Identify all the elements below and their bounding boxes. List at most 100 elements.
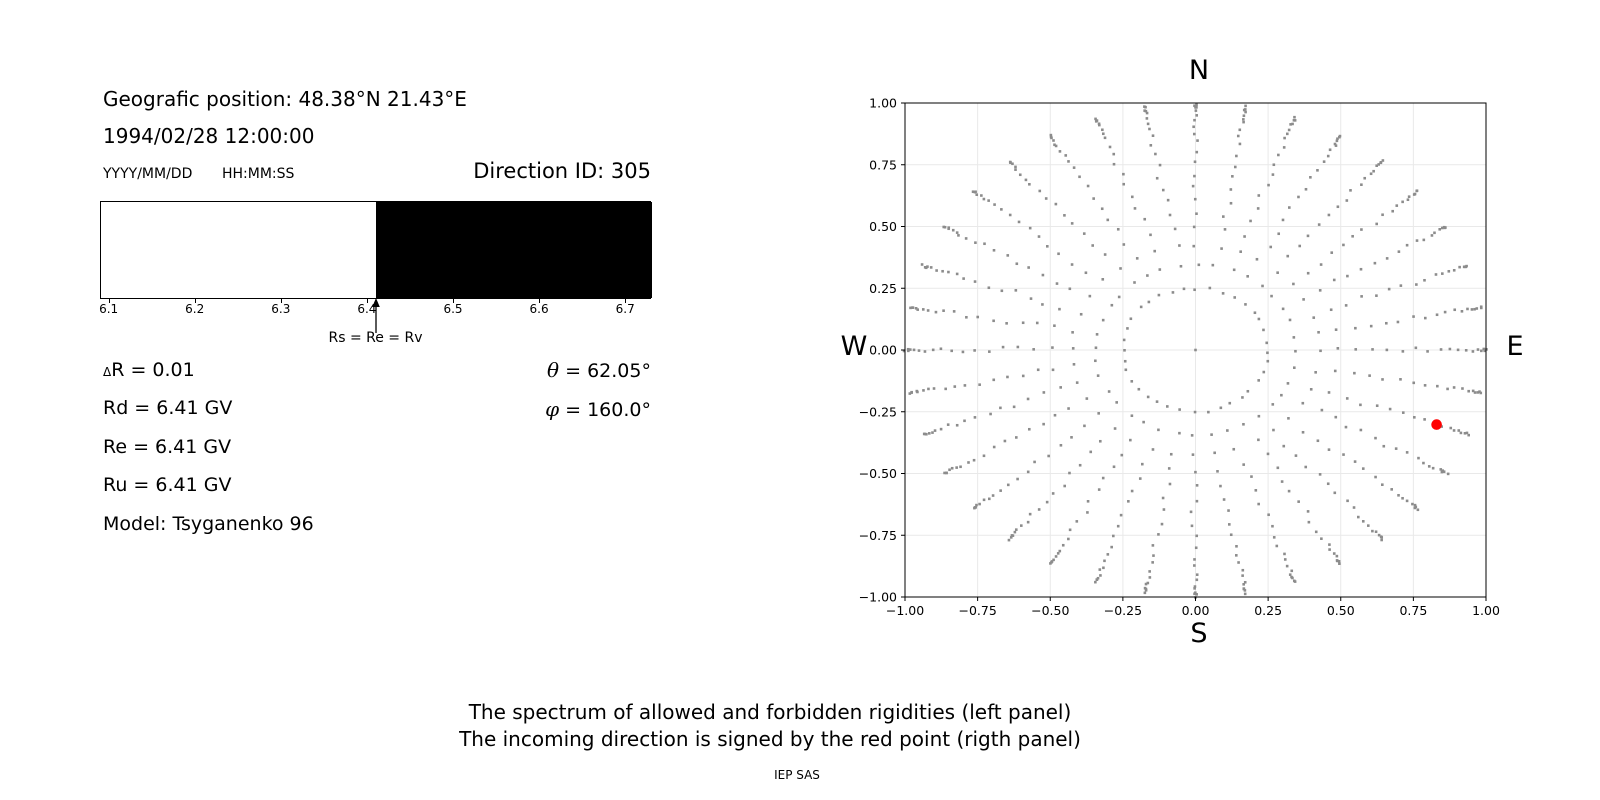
- scatter-dot: [1115, 401, 1118, 404]
- scatter-dot: [1144, 588, 1148, 592]
- scatter-dot: [916, 308, 920, 311]
- scatter-dot: [1193, 174, 1196, 178]
- scatter-dot: [1375, 404, 1379, 408]
- scatter-dot: [1246, 275, 1249, 278]
- scatter-dot: [1075, 520, 1079, 523]
- scatter-dot: [1071, 331, 1074, 334]
- scatter-dot: [1122, 182, 1125, 186]
- scatter-dot: [1332, 552, 1336, 555]
- scatter-dot: [1353, 460, 1357, 463]
- rigidity-tick: [539, 299, 541, 303]
- scatter-dot: [1143, 591, 1147, 595]
- scatter-dot: [1193, 197, 1197, 201]
- scatter-dot: [1334, 144, 1338, 147]
- scatter-dot: [1006, 375, 1009, 379]
- scatter-dot: [1330, 251, 1334, 254]
- scatter-dot: [1103, 253, 1107, 256]
- red-direction-point: [1431, 419, 1442, 430]
- scatter-dot: [1363, 176, 1367, 180]
- scatter-dot: [1441, 226, 1444, 230]
- scatter-dot: [1113, 427, 1117, 430]
- scatter-dot: [1138, 477, 1142, 480]
- scatter-dot: [1391, 209, 1394, 213]
- scatter-dot: [1173, 227, 1177, 231]
- scatter-dot: [1078, 463, 1082, 467]
- scatter-dot: [1297, 500, 1300, 503]
- scatter-dot: [1000, 289, 1004, 293]
- scatter-dot: [1301, 430, 1305, 434]
- scatter-dot: [1049, 562, 1052, 565]
- scatter-dot: [1262, 370, 1266, 374]
- scatter-dot: [1014, 528, 1018, 531]
- scatter-dot: [951, 228, 955, 232]
- scatter-dot: [975, 503, 978, 507]
- scatter-dot: [1095, 578, 1099, 581]
- scatter-dot: [1381, 378, 1384, 381]
- scatter-dot: [1193, 592, 1196, 596]
- scatter-dot: [1465, 431, 1469, 435]
- scatter-dot: [964, 237, 968, 240]
- scatter-dot: [1379, 161, 1383, 164]
- scatter-dot: [1366, 524, 1370, 527]
- scatter-dot: [1195, 499, 1199, 503]
- scatter-dot: [1345, 397, 1349, 400]
- scatter-dot: [1479, 305, 1483, 309]
- scatter-dot: [1099, 574, 1102, 577]
- scatter-dot: [1054, 202, 1058, 206]
- scatter-dot: [1223, 228, 1227, 231]
- scatter-dot: [1465, 264, 1468, 268]
- scatter-dot: [999, 406, 1002, 410]
- scatter-dot: [1228, 401, 1232, 405]
- scatter-dot: [1101, 278, 1105, 281]
- scatter-dot: [1461, 387, 1464, 390]
- rigidity-tick: [108, 299, 110, 303]
- scatter-dot: [1423, 418, 1426, 421]
- scatter-dot: [906, 347, 910, 351]
- y-tick-label: −0.75: [859, 528, 897, 543]
- scatter-dot: [1377, 533, 1381, 537]
- scatter-dot: [1266, 351, 1269, 355]
- scatter-dot: [992, 319, 995, 323]
- scatter-dot: [1051, 346, 1054, 349]
- x-tick-label: 0.75: [1399, 603, 1427, 618]
- scatter-dot: [978, 502, 981, 506]
- scatter-dot: [1476, 391, 1480, 394]
- scatter-dot: [1319, 263, 1323, 266]
- scatter-dot: [1097, 122, 1101, 126]
- scatter-dot: [1192, 125, 1195, 129]
- x-tick-label: −0.25: [1104, 603, 1142, 618]
- scatter-dot: [1191, 184, 1195, 188]
- scatter-dot: [922, 432, 926, 436]
- caption-line-1: The spectrum of allowed and forbidden ri…: [468, 700, 1072, 724]
- scatter-dot: [1316, 169, 1319, 172]
- scatter-dot: [1130, 489, 1134, 493]
- scatter-dot: [1044, 197, 1048, 200]
- scatter-dot: [1102, 566, 1105, 570]
- scatter-dot: [952, 310, 956, 313]
- scatter-dot: [1094, 346, 1098, 350]
- scatter-dot: [1011, 162, 1014, 166]
- scatter-dot: [1120, 453, 1124, 457]
- scatter-dot: [931, 348, 935, 352]
- scatter-dot: [1068, 471, 1071, 475]
- scatter-dot: [1238, 128, 1242, 132]
- x-tick-label: 0.00: [1182, 603, 1210, 618]
- scatter-dot: [1152, 554, 1155, 557]
- scatter-dot: [1026, 397, 1030, 401]
- scatter-dot: [1314, 371, 1317, 374]
- scatter-dot: [992, 378, 996, 382]
- scatter-dot: [923, 266, 927, 269]
- scatter-dot: [935, 269, 938, 272]
- scatter-dot: [1220, 247, 1223, 250]
- scatter-dot: [909, 306, 912, 310]
- scatter-dot: [1344, 425, 1348, 429]
- y-tick-label: 0.25: [869, 281, 897, 296]
- scatter-dot: [955, 466, 958, 469]
- scatter-dot: [1272, 428, 1275, 432]
- scatter-dot: [1001, 345, 1005, 349]
- scatter-dot: [1440, 425, 1443, 428]
- scatter-dot: [987, 497, 991, 501]
- scatter-dot: [1292, 336, 1296, 339]
- geo-position-text: Geografic position: 48.38°N 21.43°E: [103, 87, 467, 111]
- scatter-dot: [1460, 309, 1464, 313]
